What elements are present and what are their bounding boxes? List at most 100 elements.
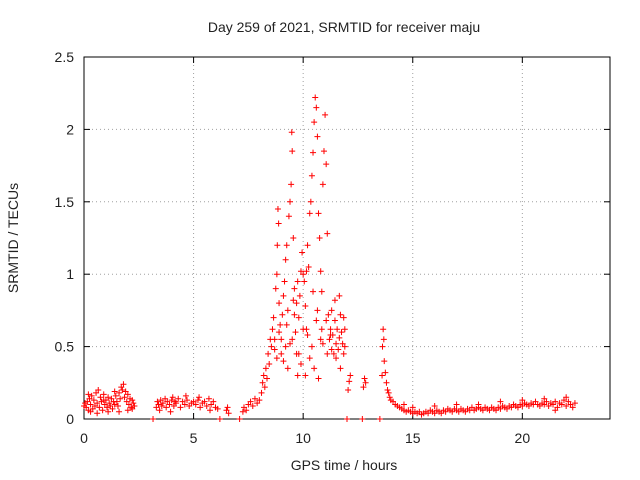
data-point — [344, 416, 350, 422]
data-point — [409, 404, 416, 411]
data-point — [203, 402, 210, 409]
data-point — [331, 297, 338, 304]
data-point — [328, 307, 335, 314]
data-point — [128, 404, 135, 411]
data-point — [336, 292, 343, 299]
data-point — [272, 285, 279, 292]
data-point — [497, 398, 504, 405]
data-point — [359, 416, 366, 422]
data-point — [201, 398, 208, 405]
data-point — [280, 292, 287, 299]
data-point — [295, 350, 302, 357]
data-point — [94, 400, 101, 407]
data-point — [273, 271, 280, 278]
data-point — [475, 401, 482, 408]
data-point — [558, 401, 565, 408]
data-point — [338, 329, 345, 336]
grid-lines — [84, 57, 610, 419]
data-point — [346, 378, 353, 385]
y-tick-label: 0.5 — [55, 339, 75, 355]
data-point — [85, 391, 92, 398]
data-point — [292, 329, 299, 336]
data-point — [306, 355, 313, 362]
data-point — [385, 389, 392, 396]
data-point — [105, 394, 112, 401]
data-point — [290, 235, 297, 241]
data-point — [317, 336, 324, 343]
data-point — [336, 334, 343, 341]
data-point — [306, 210, 313, 217]
data-point — [296, 292, 303, 299]
data-point — [337, 311, 344, 318]
data-point — [323, 317, 330, 324]
data-point — [155, 401, 162, 408]
data-point — [112, 392, 119, 399]
data-point — [224, 404, 231, 411]
data-point — [310, 288, 317, 295]
data-point — [274, 206, 281, 213]
data-point — [182, 392, 189, 399]
data-point — [150, 416, 157, 422]
data-point — [341, 343, 348, 350]
data-point — [207, 407, 214, 414]
data-point — [271, 346, 278, 353]
data-point — [347, 372, 354, 379]
data-point — [287, 340, 294, 347]
data-point — [177, 404, 184, 411]
data-point — [361, 375, 368, 382]
data-point — [264, 375, 271, 382]
data-point — [289, 336, 296, 343]
data-point — [282, 343, 289, 350]
data-point — [379, 372, 386, 379]
data-point — [184, 397, 191, 404]
data-point — [100, 391, 107, 398]
data-point — [266, 360, 273, 367]
data-point — [284, 365, 291, 372]
data-point — [96, 404, 103, 411]
data-point — [324, 230, 331, 237]
data-point — [192, 401, 199, 408]
data-point — [305, 263, 312, 270]
data-point — [109, 405, 116, 412]
data-point — [290, 297, 297, 304]
data-point — [99, 407, 106, 414]
data-point — [297, 360, 304, 367]
data-point — [262, 365, 269, 372]
data-point — [314, 307, 321, 314]
chart-title: Day 259 of 2021, SRMTID for receiver maj… — [208, 19, 480, 35]
data-point — [283, 321, 290, 328]
data-point — [327, 326, 334, 333]
data-point — [307, 198, 314, 205]
data-point — [360, 384, 367, 391]
data-point — [311, 365, 318, 372]
data-point — [247, 398, 254, 405]
data-point — [381, 358, 388, 365]
data-point — [95, 387, 102, 394]
data-point — [386, 394, 393, 401]
data-point — [97, 394, 104, 401]
data-point — [116, 389, 123, 396]
data-point — [302, 372, 309, 379]
data-point — [340, 314, 347, 321]
data-point — [277, 321, 284, 328]
data-point — [323, 161, 330, 168]
data-point — [156, 407, 163, 414]
data-point — [129, 405, 136, 412]
data-point — [431, 402, 438, 409]
data-point — [310, 149, 317, 156]
data-point — [384, 387, 391, 394]
data-point — [294, 278, 301, 285]
y-tick-label: 2 — [66, 121, 74, 137]
data-point — [380, 326, 387, 333]
data-point — [335, 346, 342, 353]
data-point — [376, 416, 383, 422]
x-tick-label: 20 — [515, 430, 531, 446]
data-point — [205, 395, 212, 402]
data-point — [130, 400, 137, 407]
data-point — [278, 350, 285, 357]
data-point — [119, 387, 126, 394]
data-point — [159, 400, 166, 407]
data-point — [282, 256, 289, 263]
data-point — [94, 410, 101, 417]
